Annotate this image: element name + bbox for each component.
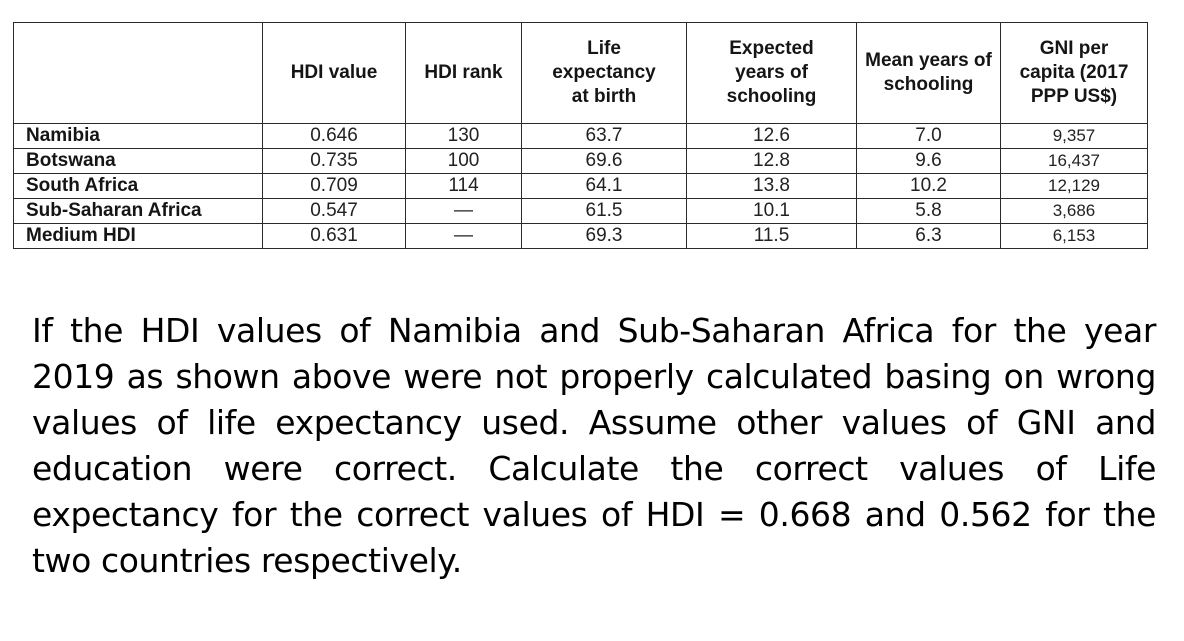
life-expectancy-cell: 69.3 [521, 223, 687, 249]
header-hdi-value: HDI value [262, 22, 406, 124]
header-mean-schooling: Mean years of schooling [856, 22, 1001, 124]
header-life-expectancy-label: Life expectancy at birth [552, 38, 656, 107]
header-expected-schooling: Expected years of schooling [686, 22, 857, 124]
hdi-value-cell: 0.709 [262, 173, 406, 199]
hdi-rank-cell: 130 [405, 123, 522, 149]
mean-schooling-cell: 7.0 [856, 123, 1001, 149]
table-header-row: HDI value HDI rank Life expectancy at bi… [13, 22, 1148, 124]
expected-schooling-cell: 12.8 [686, 148, 857, 174]
hdi-data-table: HDI value HDI rank Life expectancy at bi… [13, 22, 1148, 249]
header-gni-per-capita: GNI per capita (2017 PPP US$) [1000, 22, 1148, 124]
gni-per-capita-cell: 16,437 [1000, 148, 1148, 174]
expected-schooling-cell: 13.8 [686, 173, 857, 199]
table-row: Medium HDI 0.631 — 69.3 11.5 6.3 6,153 [13, 223, 1148, 249]
row-label: Sub-Saharan Africa [13, 198, 263, 224]
row-label: Botswana [13, 148, 263, 174]
header-gni-per-capita-label: GNI per capita (2017 PPP US$) [1019, 38, 1129, 107]
life-expectancy-cell: 69.6 [521, 148, 687, 174]
hdi-rank-cell: 100 [405, 148, 522, 174]
life-expectancy-cell: 64.1 [521, 173, 687, 199]
table-row: Botswana 0.735 100 69.6 12.8 9.6 16,437 [13, 148, 1148, 174]
hdi-rank-cell: — [405, 198, 522, 224]
gni-per-capita-cell: 6,153 [1000, 223, 1148, 249]
hdi-value-cell: 0.547 [262, 198, 406, 224]
gni-per-capita-cell: 12,129 [1000, 173, 1148, 199]
hdi-value-cell: 0.631 [262, 223, 406, 249]
mean-schooling-cell: 9.6 [856, 148, 1001, 174]
mean-schooling-cell: 5.8 [856, 198, 1001, 224]
header-life-expectancy: Life expectancy at birth [521, 22, 687, 124]
table-row: Sub-Saharan Africa 0.547 — 61.5 10.1 5.8… [13, 198, 1148, 224]
header-mean-schooling-label: Mean years of schooling [865, 50, 992, 95]
mean-schooling-cell: 10.2 [856, 173, 1001, 199]
row-label: South Africa [13, 173, 263, 199]
header-hdi-rank: HDI rank [405, 22, 522, 124]
row-label: Namibia [13, 123, 263, 149]
row-label: Medium HDI [13, 223, 263, 249]
gni-per-capita-cell: 9,357 [1000, 123, 1148, 149]
hdi-rank-cell: 114 [405, 173, 522, 199]
hdi-value-cell: 0.646 [262, 123, 406, 149]
expected-schooling-cell: 11.5 [686, 223, 857, 249]
hdi-value-cell: 0.735 [262, 148, 406, 174]
mean-schooling-cell: 6.3 [856, 223, 1001, 249]
header-expected-schooling-label: Expected years of schooling [726, 38, 817, 107]
gni-per-capita-cell: 3,686 [1000, 198, 1148, 224]
expected-schooling-cell: 10.1 [686, 198, 857, 224]
life-expectancy-cell: 63.7 [521, 123, 687, 149]
life-expectancy-cell: 61.5 [521, 198, 687, 224]
expected-schooling-cell: 12.6 [686, 123, 857, 149]
header-blank [13, 22, 263, 124]
table-row: Namibia 0.646 130 63.7 12.6 7.0 9,357 [13, 123, 1148, 149]
hdi-rank-cell: — [405, 223, 522, 249]
table-row: South Africa 0.709 114 64.1 13.8 10.2 12… [13, 173, 1148, 199]
question-text: If the HDI values of Namibia and Sub-Sah… [32, 311, 1156, 580]
